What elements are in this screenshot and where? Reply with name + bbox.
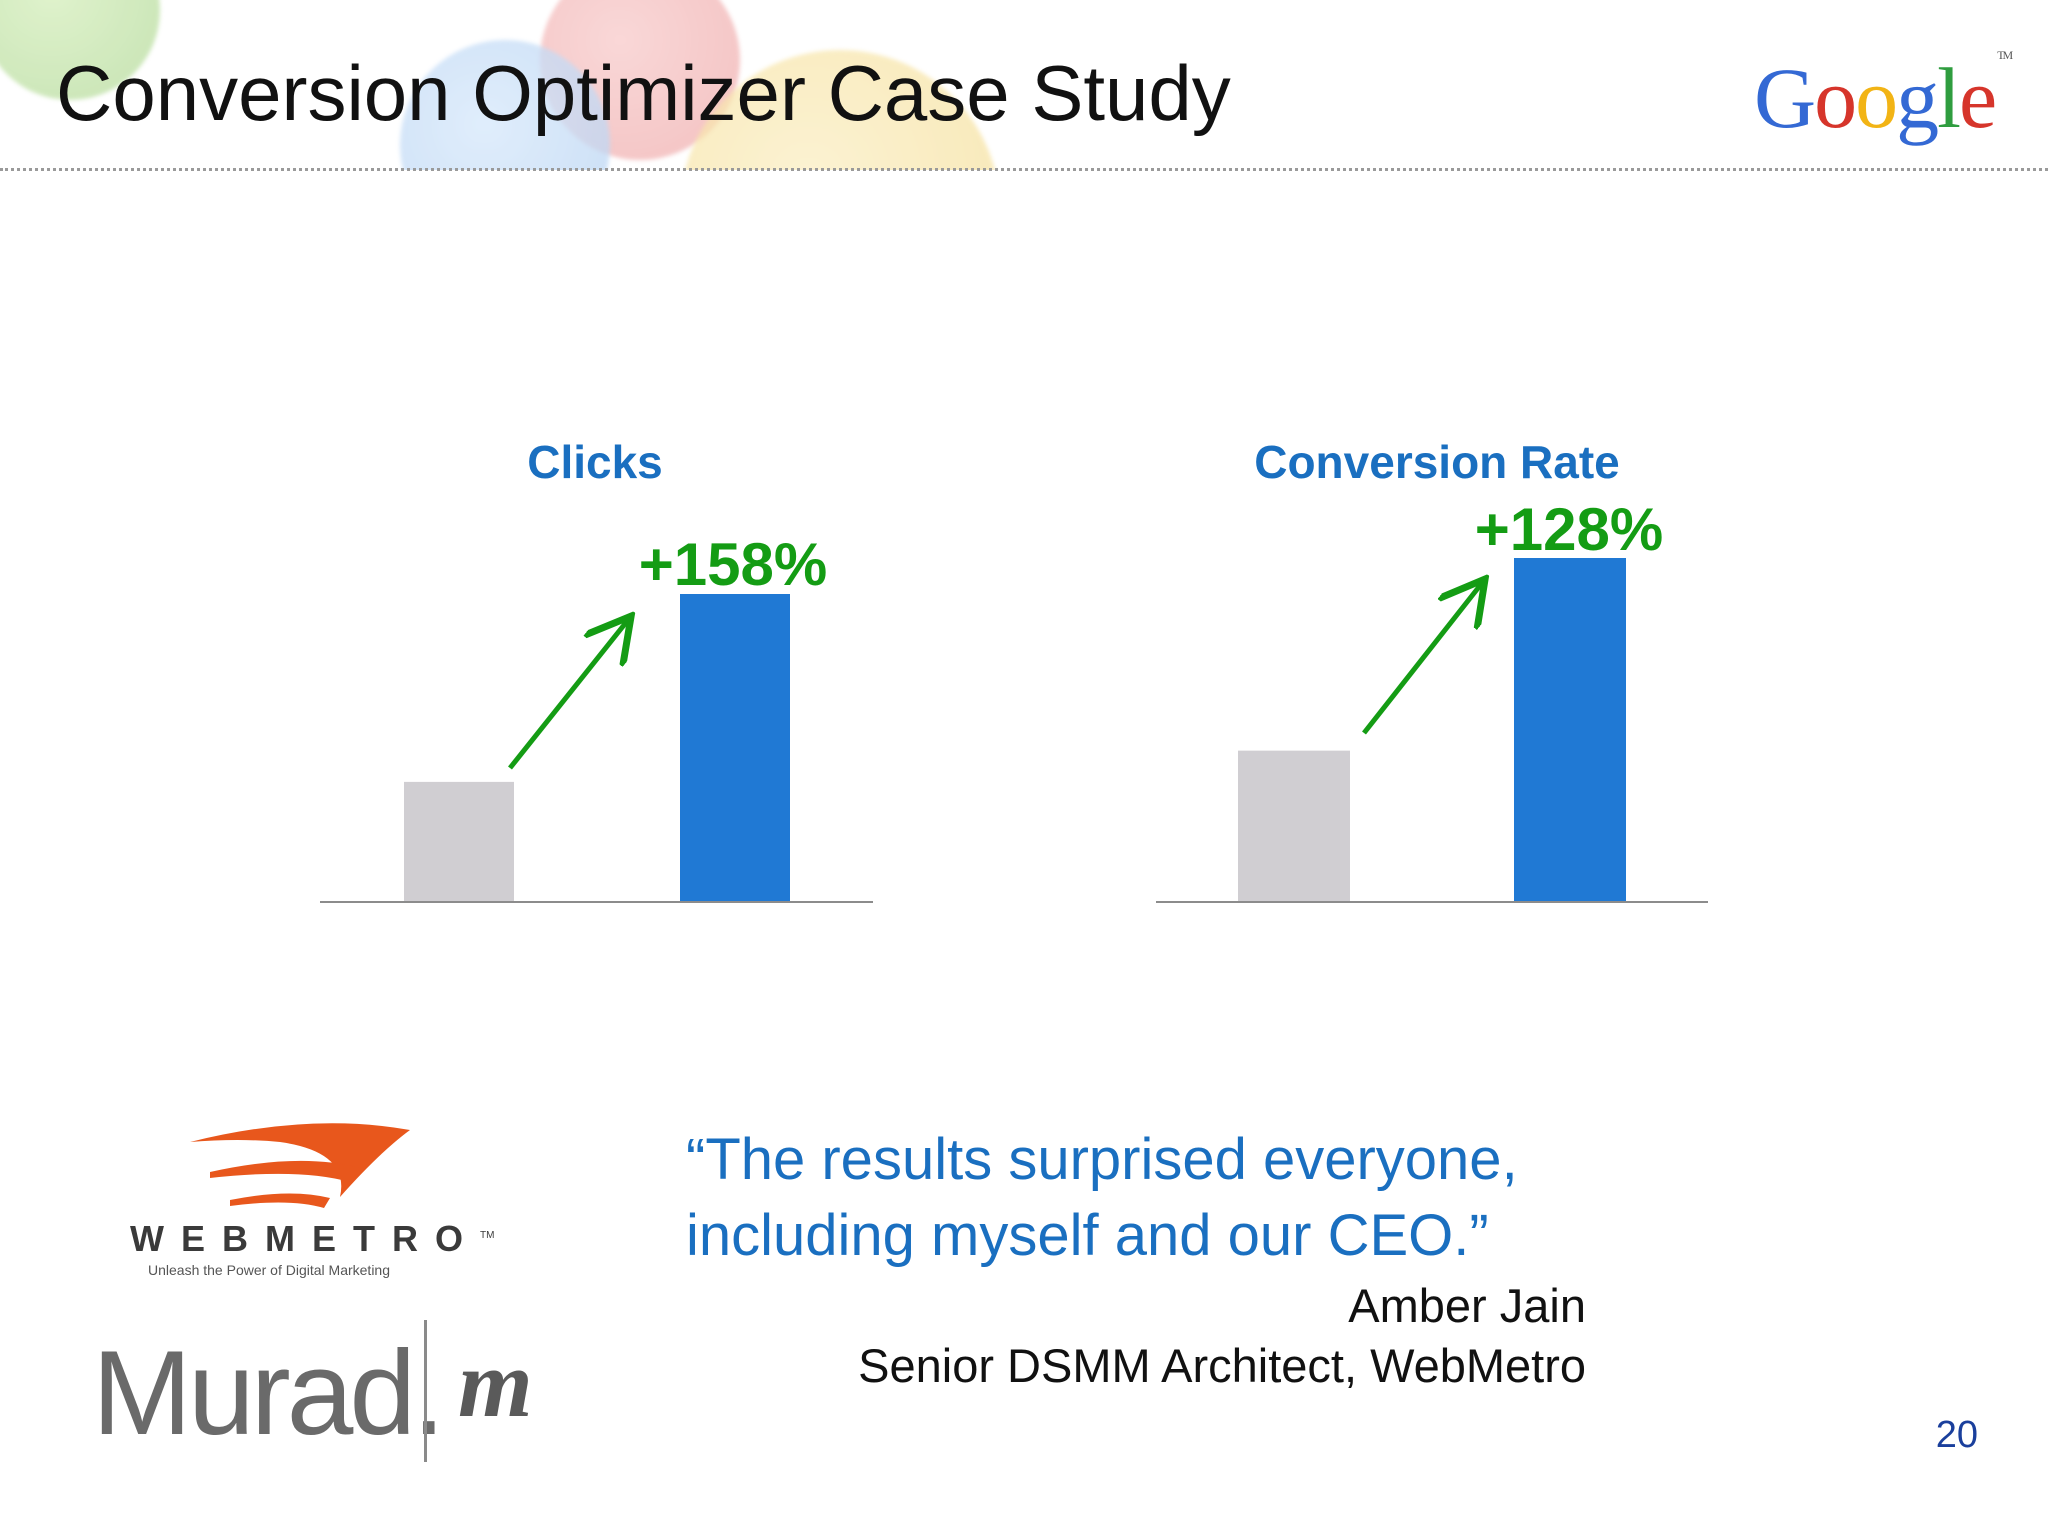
header-divider — [0, 168, 2048, 171]
quote-author-name: Amber Jain — [1348, 1279, 1586, 1332]
webmetro-swoosh-icon — [190, 1123, 410, 1208]
webmetro-logo: WEBMETROTM Unleash the Power of Digital … — [130, 1112, 494, 1282]
murad-logo: Murad. m — [92, 1316, 572, 1466]
after-bar — [680, 594, 790, 902]
webmetro-trademark: TM — [479, 1230, 495, 1241]
chart-title: Conversion Rate — [1254, 436, 1620, 488]
content-background — [0, 170, 2048, 1536]
google-logo-letter: o — [1855, 50, 1898, 146]
quote-author-role: Senior DSMM Architect, WebMetro — [858, 1339, 1586, 1392]
page-number: 20 — [1935, 1414, 1978, 1456]
chart-title: Clicks — [527, 436, 663, 488]
before-bar — [404, 781, 514, 902]
after-bar — [1514, 558, 1626, 902]
murad-logo-divider — [424, 1320, 427, 1462]
google-logo-letter: g — [1896, 50, 1939, 146]
increase-label: +128% — [1475, 496, 1664, 563]
google-logo-letter: G — [1754, 50, 1816, 146]
webmetro-wordmark: WEBMETROTM — [130, 1218, 494, 1260]
google-logo-letter: o — [1814, 50, 1857, 146]
google-logo-letter: l — [1937, 50, 1961, 146]
webmetro-name: WEBMETRO — [130, 1218, 480, 1259]
murad-m-icon: m — [458, 1330, 533, 1437]
increase-label: +158% — [639, 531, 828, 598]
google-logo: Google TM — [1754, 48, 2013, 148]
trademark-mark: TM — [1997, 48, 2013, 62]
testimonial-quote: “The results surprised everyone, includi… — [686, 1127, 1518, 1268]
growth-arrow-icon — [508, 620, 628, 770]
google-logo-letter: e — [1959, 50, 1997, 146]
webmetro-tagline: Unleash the Power of Digital Marketing — [148, 1262, 391, 1278]
before-bar — [1238, 750, 1350, 902]
murad-wordmark: Murad. — [92, 1326, 445, 1460]
slide-title: Conversion Optimizer Case Study — [56, 49, 1231, 137]
growth-arrow-icon — [1362, 583, 1482, 735]
